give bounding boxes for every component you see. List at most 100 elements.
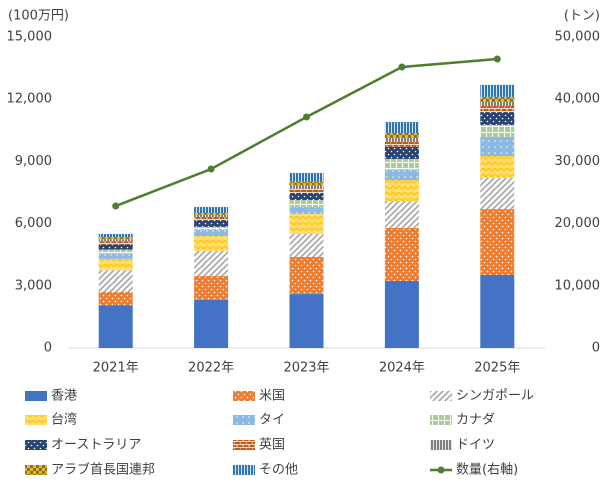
bar-segment (384, 146, 419, 159)
bar-segment (384, 132, 419, 138)
legend-marker (430, 391, 452, 401)
bar-segment (194, 213, 229, 215)
y2-tick-label: 0 (592, 341, 600, 356)
x-tick-label: 2024年 (379, 361, 425, 376)
bar-segment (98, 241, 133, 245)
bar-segment (98, 270, 133, 293)
bar-segment (289, 294, 324, 348)
bar-segment (480, 84, 515, 97)
y-tick-label: 3,000 (15, 278, 52, 293)
bar-segment (480, 112, 515, 125)
line-point (112, 202, 120, 210)
bar-segment (289, 199, 324, 208)
bar-segment (98, 239, 133, 242)
bar-segment (289, 185, 324, 189)
bar-segment (289, 207, 324, 215)
y-tick-label: 12,000 (7, 92, 53, 107)
y-axis-label: (100万円) (8, 9, 69, 24)
bar-segment (289, 214, 324, 234)
y-tick-label: 15,000 (7, 30, 53, 45)
y2-tick-label: 10,000 (555, 278, 601, 293)
y2-tick-label: 50,000 (555, 30, 601, 45)
legend-label: 米国 (259, 389, 285, 404)
bar-segment (384, 158, 419, 170)
bar-segment (289, 233, 324, 257)
bar-segment (194, 226, 229, 231)
legend-marker (25, 391, 47, 401)
bar-segment (384, 201, 419, 228)
bar-segment (384, 169, 419, 181)
bar-segment (194, 230, 229, 237)
bar-segment (98, 253, 133, 259)
bar-segment (289, 173, 324, 182)
bar-segment (98, 292, 133, 306)
bar-segment (194, 214, 229, 217)
bar-segment (384, 180, 419, 202)
line-point (207, 165, 215, 173)
line-point (303, 113, 310, 121)
legend-label: 香港 (51, 389, 77, 404)
legend-label: 英国 (259, 438, 285, 453)
bar-segment (289, 188, 324, 193)
legend-marker (25, 465, 47, 475)
bar-segment (384, 227, 419, 282)
legend-marker (233, 440, 255, 450)
y-tick-label: 0 (44, 341, 52, 356)
legend-marker (430, 440, 452, 450)
bar-segment (194, 250, 229, 277)
bar-segment (98, 237, 133, 240)
bar-segment (194, 299, 229, 348)
bar-segment (98, 258, 133, 271)
y-tick-label: 9,000 (15, 154, 52, 169)
bar-segment (480, 101, 515, 107)
legend-label: シンガポール (456, 389, 534, 404)
bar-segment (194, 216, 229, 221)
bar-segment (480, 96, 515, 102)
legend-marker (25, 415, 47, 425)
bar-segment (98, 233, 133, 238)
y2-tick-label: 30,000 (555, 154, 601, 169)
legend-label: カナダ (456, 413, 495, 428)
x-tick-label: 2021年 (93, 361, 139, 376)
legend-marker (233, 465, 255, 475)
bar-segment (384, 122, 419, 133)
bar-segment (194, 236, 229, 251)
y2-axis-label: (トン) (564, 9, 600, 24)
bar-segment (289, 192, 324, 200)
bar-segment (384, 281, 419, 348)
bar-segment (289, 256, 324, 295)
bar-segment (480, 275, 515, 348)
legend-marker (430, 415, 452, 425)
bar-segment (480, 156, 515, 178)
legend-marker (233, 415, 255, 425)
bar-segment (289, 181, 324, 186)
bar-segment (194, 207, 229, 214)
legend-marker (437, 466, 445, 474)
bar-segment (480, 136, 515, 157)
legend-label: タイ (259, 413, 285, 428)
line-point (493, 55, 501, 63)
bar-segment (480, 209, 515, 276)
legend-marker (25, 440, 47, 450)
y-tick-label: 6,000 (15, 216, 52, 231)
bar-segment (98, 249, 133, 254)
bar-segment (194, 220, 229, 227)
y2-tick-label: 20,000 (555, 216, 601, 231)
bar-segment (194, 276, 229, 300)
line-point (398, 63, 406, 71)
x-tick-label: 2022年 (188, 361, 234, 376)
bar-segment (98, 244, 133, 250)
legend-label: オーストラリア (51, 438, 141, 453)
bar-segment (480, 124, 515, 137)
legend-marker (233, 391, 255, 401)
bar-segment (480, 177, 515, 210)
bar-segment (384, 141, 419, 147)
legend-label: 数量(右軸) (456, 463, 518, 478)
x-tick-label: 2025年 (474, 361, 520, 376)
legend-label: ドイツ (456, 438, 495, 453)
y2-tick-label: 40,000 (555, 92, 601, 107)
legend-label: アラブ首長国連邦 (51, 462, 155, 478)
legend-label: その他 (259, 463, 298, 478)
bar-segment (384, 137, 419, 142)
